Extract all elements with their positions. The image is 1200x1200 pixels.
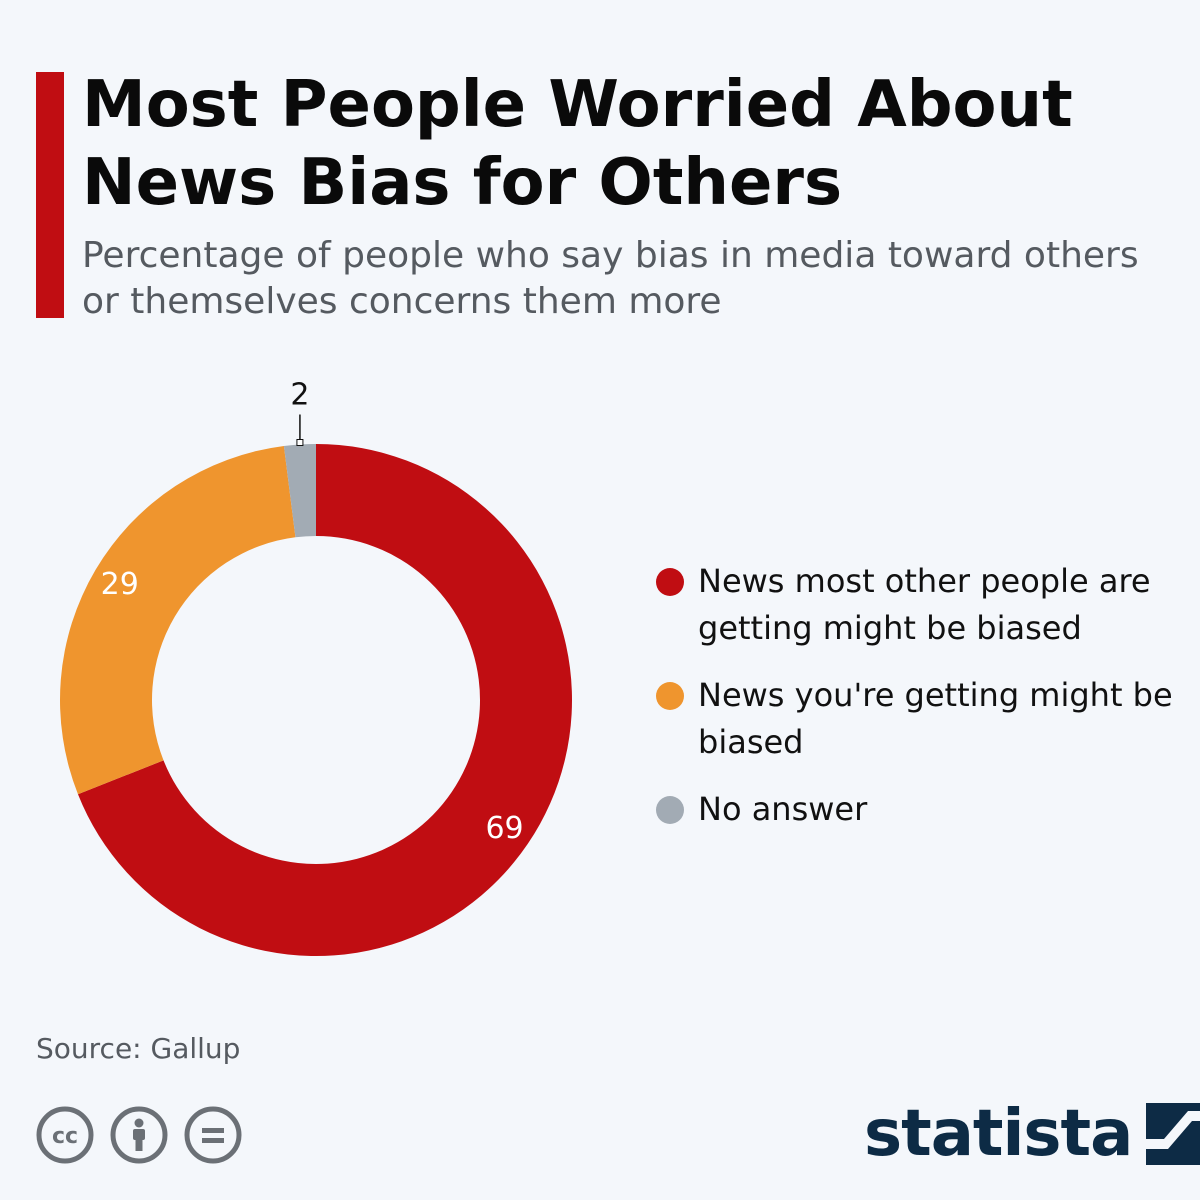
slice-self-value-label: 29 (101, 567, 139, 602)
statista-mark-icon (1146, 1103, 1200, 1165)
source-note: Source: Gallup (36, 1032, 241, 1065)
chart-legend: News most other people are getting might… (656, 558, 1176, 853)
statista-logo[interactable]: statista (864, 1098, 1200, 1170)
legend-item-self: News you're getting might be biased (656, 672, 1176, 766)
legend-label-no-answer: No answer (698, 790, 868, 828)
svg-text:cc: cc (52, 1124, 78, 1149)
title-accent-bar (36, 72, 64, 318)
license-icons: cc (36, 1106, 242, 1164)
cc-license-icon[interactable]: cc (36, 1106, 94, 1164)
slice-self (60, 446, 296, 795)
legend-item-others: News most other people are getting might… (656, 558, 1176, 652)
slice-no-answer-value-label: 2 (290, 378, 309, 413)
brand-name: statista (864, 1097, 1133, 1171)
chart-title: Most People Worried About News Bias for … (82, 68, 1073, 220)
slice-others-value-label: 69 (485, 811, 523, 846)
attribution-icon[interactable] (110, 1106, 168, 1164)
chart-subtitle: Percentage of people who say bias in med… (82, 235, 1139, 322)
legend-swatch-no-answer (656, 796, 684, 824)
legend-swatch-others (656, 568, 684, 596)
legend-label-others: News most other people are getting might… (698, 562, 1151, 647)
legend-item-no-answer: No answer (656, 786, 1176, 833)
no-derivatives-icon[interactable] (184, 1106, 242, 1164)
slice-others (77, 444, 572, 956)
legend-label-self: News you're getting might be biased (698, 676, 1173, 761)
legend-swatch-self (656, 682, 684, 710)
slice-no-answer (283, 444, 316, 538)
callout-anchor (296, 439, 304, 447)
